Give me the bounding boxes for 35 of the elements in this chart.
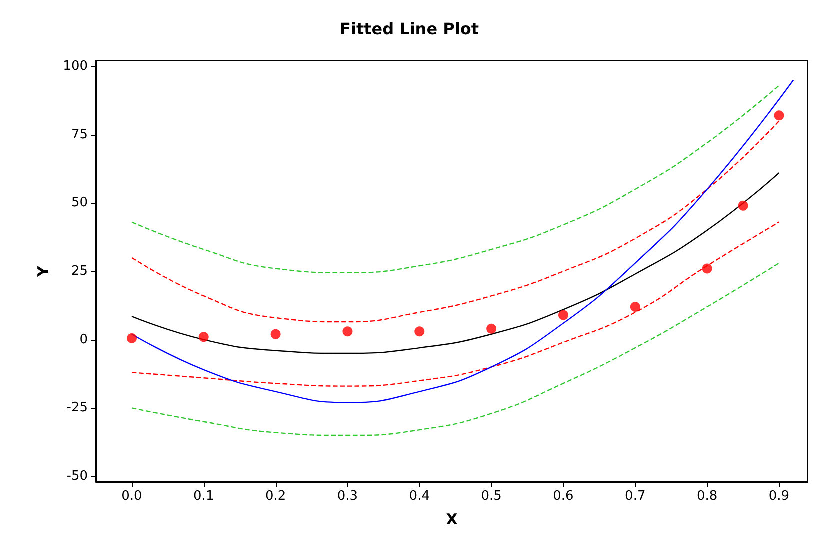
y-tick-label: -25 bbox=[66, 400, 88, 416]
point bbox=[558, 310, 568, 320]
y-tick-label: 75 bbox=[71, 127, 88, 142]
x-tick-label: 0.5 bbox=[481, 489, 502, 504]
chart-title: Fitted Line Plot bbox=[340, 20, 480, 38]
x-tick-label: 0.0 bbox=[122, 489, 142, 504]
line-series bbox=[131, 85, 780, 274]
x-tick-label: 0.7 bbox=[625, 489, 646, 504]
x-tick-label: 0.6 bbox=[553, 489, 574, 504]
x-tick-label: 0.9 bbox=[768, 489, 790, 504]
x-tick-label: 0.8 bbox=[696, 489, 718, 504]
x-tick-label: 0.3 bbox=[337, 489, 358, 504]
point bbox=[270, 329, 281, 340]
x-tick-label: 0.1 bbox=[194, 489, 214, 504]
y-tick-label: 0 bbox=[80, 332, 88, 348]
y-tick-label: -50 bbox=[66, 469, 88, 484]
y-tick-label: 50 bbox=[71, 196, 88, 211]
y-tick-label: 25 bbox=[71, 264, 88, 279]
line-series bbox=[131, 222, 780, 387]
y-tick-label: 100 bbox=[63, 58, 88, 74]
point bbox=[774, 110, 784, 121]
point bbox=[630, 302, 640, 312]
y-axis-title: Y bbox=[34, 264, 52, 278]
point bbox=[702, 264, 712, 274]
point bbox=[414, 326, 425, 337]
x-axis-title: X bbox=[446, 510, 458, 528]
point bbox=[198, 332, 209, 342]
point bbox=[486, 324, 497, 334]
line-series bbox=[131, 262, 780, 436]
x-tick-label: 0.4 bbox=[409, 489, 430, 504]
point bbox=[738, 200, 748, 211]
point bbox=[342, 326, 353, 337]
point bbox=[126, 333, 137, 344]
x-tick-label: 0.2 bbox=[265, 489, 286, 504]
line-series bbox=[131, 172, 780, 354]
